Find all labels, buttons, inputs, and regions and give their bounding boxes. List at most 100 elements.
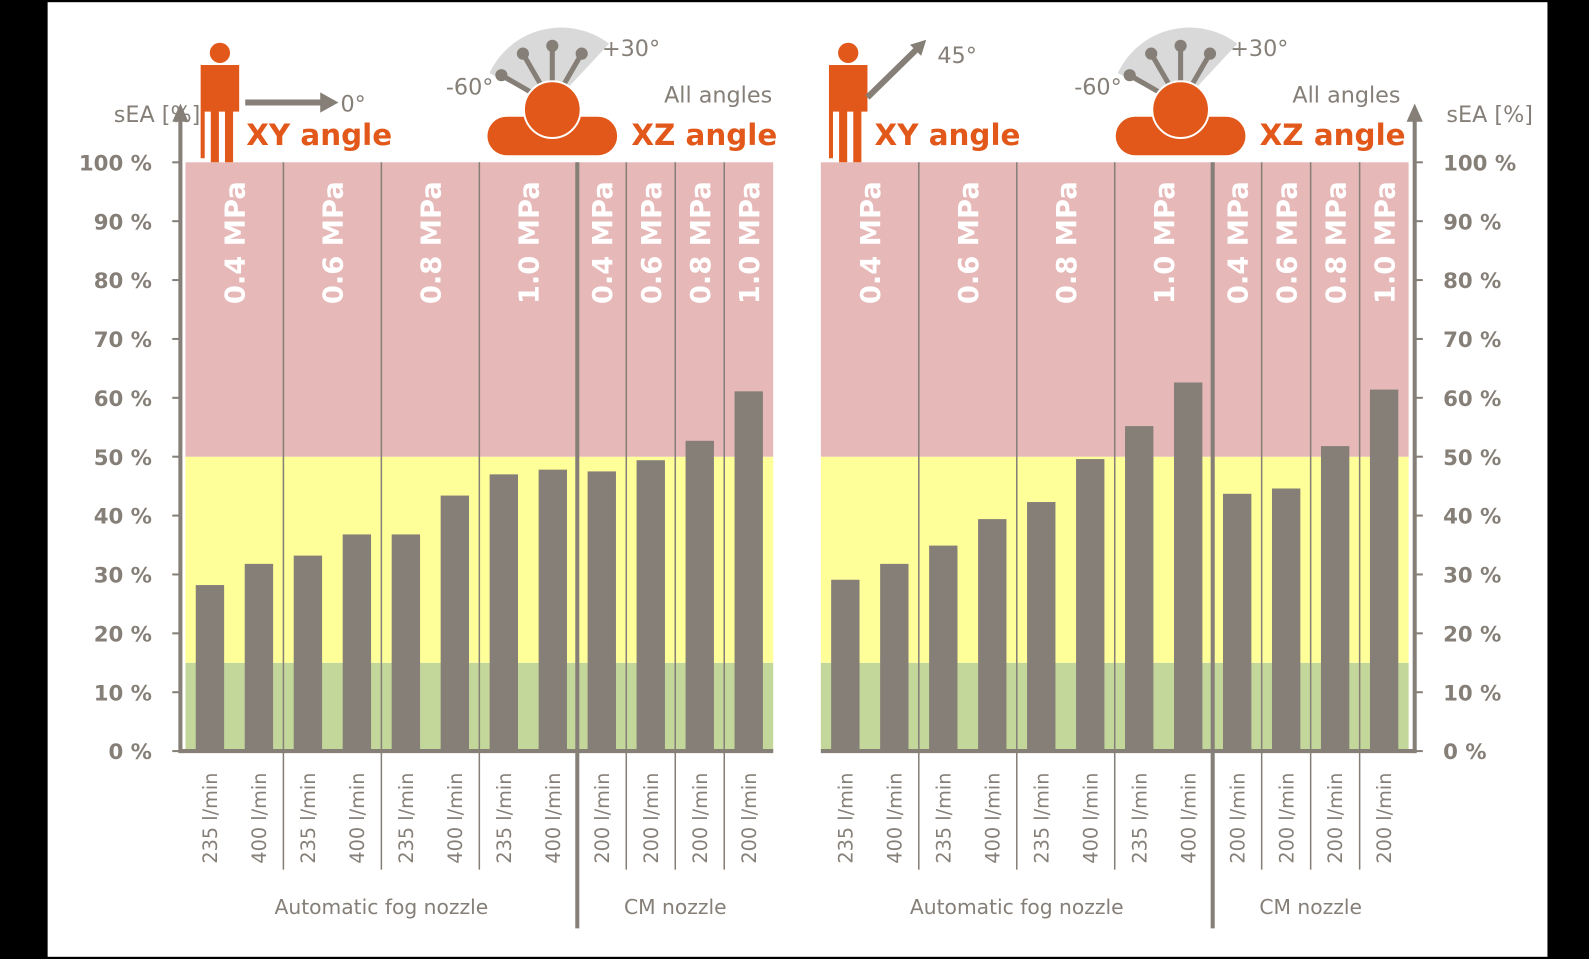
x-tick-label: 400 l/min <box>1079 773 1102 864</box>
person-body <box>200 65 240 163</box>
arrow-head <box>910 39 927 56</box>
y-tick-label: 20 % <box>94 622 152 647</box>
x-tick-label: 400 l/min <box>248 773 271 864</box>
arrow-tip <box>575 47 588 60</box>
y-tick-label: 70 % <box>94 328 152 353</box>
x-tick-label: 200 l/min <box>1226 773 1249 864</box>
pressure-label: 0.6 MPa <box>1272 181 1303 304</box>
pressure-label: 0.6 MPa <box>954 181 985 304</box>
xz-note: All angles <box>1292 83 1400 109</box>
x-tick-label: 235 l/min <box>395 773 418 864</box>
y-tick-label: 60 % <box>94 387 152 412</box>
x-tick-label: 200 l/min <box>1275 773 1298 864</box>
arrow-tip <box>1203 47 1217 60</box>
bar <box>978 519 1007 752</box>
bar <box>587 471 616 752</box>
arrow-tip <box>495 69 508 82</box>
pressure-label: 0.6 MPa <box>637 181 668 304</box>
x-tick-label: 235 l/min <box>1030 773 1053 864</box>
pressure-label: 0.4 MPa <box>856 181 887 304</box>
x-tick-label: 235 l/min <box>199 773 222 864</box>
pressure-label: 1.0 MPa <box>514 181 545 304</box>
y-axis-arrow-icon <box>1406 103 1423 122</box>
pressure-label: 1.0 MPa <box>1370 181 1401 304</box>
bar <box>195 585 225 752</box>
y-tick-label: 100 % <box>79 151 152 176</box>
group-label: Automatic fog nozzle <box>275 895 489 919</box>
group-label: CM nozzle <box>1259 895 1362 919</box>
group-label: Automatic fog nozzle <box>910 895 1124 919</box>
bar <box>538 469 567 752</box>
y-tick-label: 20 % <box>1443 622 1501 647</box>
chart-panel-1: 235 l/min 400 l/min 235 l/min 400 l/min 235 … <box>79 27 777 929</box>
x-tick-label: 235 l/min <box>297 773 320 864</box>
y-tick-label: 100 % <box>1443 151 1516 176</box>
bar <box>244 563 274 752</box>
x-tick-label: 235 l/min <box>932 773 955 864</box>
xz-max-label: +30° <box>1230 36 1288 62</box>
y-tick-label: 90 % <box>94 210 152 235</box>
x-tick-label: 235 l/min <box>1128 773 1151 864</box>
y-tick-label: 50 % <box>1443 446 1501 471</box>
person-head <box>209 42 231 63</box>
pressure-label: 0.8 MPa <box>1321 181 1352 304</box>
y-tick-label: 30 % <box>1443 564 1501 589</box>
x-tick-label: 200 l/min <box>591 773 614 864</box>
y-tick-label: 60 % <box>1443 387 1501 412</box>
x-tick-label: 200 l/min <box>640 773 663 864</box>
y-tick-label: 40 % <box>1443 505 1501 530</box>
xz-angle-title: XZ angle <box>1260 118 1406 152</box>
xz-angle-title: XZ angle <box>631 118 777 152</box>
head-angles-icon <box>487 27 618 156</box>
xz-max-label: +30° <box>602 36 660 62</box>
bar <box>831 579 860 752</box>
arrow-tip <box>1123 69 1136 82</box>
chart-panel-2: 235 l/min 400 l/min 235 l/min 400 l/min 235 … <box>820 27 1533 929</box>
x-tick-label: 235 l/min <box>834 773 857 864</box>
bar <box>1174 382 1203 752</box>
bar <box>1369 389 1399 752</box>
bar <box>734 391 763 752</box>
bar <box>1271 488 1301 752</box>
y-tick-label: 90 % <box>1443 210 1501 235</box>
group-label: CM nozzle <box>624 895 727 919</box>
head <box>1151 80 1210 140</box>
x-tick-label: 400 l/min <box>444 773 467 864</box>
x-tick-label: 200 l/min <box>1324 773 1347 864</box>
x-tick-label: 235 l/min <box>493 773 516 864</box>
xy-angle-title: XY angle <box>246 118 392 152</box>
pressure-label: 0.8 MPa <box>686 181 717 304</box>
bar <box>880 563 909 752</box>
bar <box>489 474 519 752</box>
y-tick-label: 50 % <box>94 446 152 471</box>
bar <box>636 460 665 752</box>
x-tick-label: 400 l/min <box>1177 773 1200 864</box>
xz-note: All angles <box>664 83 772 109</box>
pressure-label: 0.8 MPa <box>1052 181 1083 304</box>
y-tick-label: 0 % <box>108 740 152 765</box>
y-axis-label: sEA [%] <box>1446 102 1533 128</box>
bar <box>342 534 372 752</box>
x-tick-label: 200 l/min <box>689 773 712 864</box>
x-tick-label: 200 l/min <box>1373 773 1396 864</box>
xz-min-label: -60° <box>1074 74 1122 100</box>
bar <box>391 534 421 752</box>
bar <box>1222 493 1252 752</box>
direction-arrow-icon <box>865 46 920 100</box>
pressure-label: 1.0 MPa <box>735 181 766 304</box>
person-body <box>828 65 868 163</box>
head <box>522 80 582 140</box>
xy-angle-value: 45° <box>937 43 977 69</box>
bar <box>1320 446 1350 752</box>
y-tick-label: 80 % <box>94 269 152 294</box>
x-tick-label: 400 l/min <box>346 773 369 864</box>
pressure-label: 0.6 MPa <box>319 181 350 304</box>
y-tick-label: 70 % <box>1443 328 1501 353</box>
arrow-tip <box>1174 39 1187 52</box>
x-tick-label: 400 l/min <box>542 773 565 864</box>
x-tick-label: 400 l/min <box>981 773 1004 864</box>
y-tick-label: 0 % <box>1443 740 1487 765</box>
y-axis-arrow-icon <box>172 103 189 122</box>
x-tick-label: 200 l/min <box>738 773 761 864</box>
y-tick-label: 10 % <box>1443 681 1501 706</box>
